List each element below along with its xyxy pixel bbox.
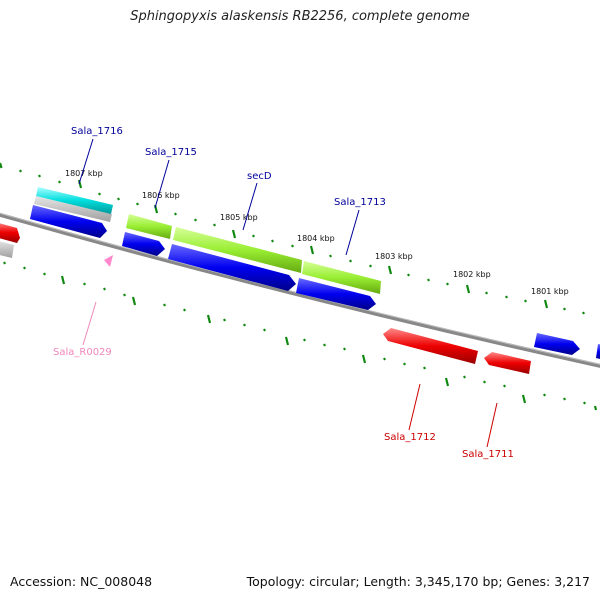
kbp-label: 1806 kbp	[142, 191, 180, 200]
feature-rna-sala-r0029[interactable]	[104, 255, 113, 267]
feature-cds-sala-1712[interactable]	[383, 328, 478, 364]
tick-ring-outer	[0, 162, 585, 315]
kbp-label: 1803 kbp	[375, 252, 413, 261]
kbp-label: 1805 kbp	[220, 213, 258, 222]
gene-label[interactable]: secD	[247, 171, 272, 182]
accession-text: Accession: NC_008048	[10, 574, 153, 589]
genome-stats-text: Topology: circular; Length: 3,345,170 bp…	[246, 574, 590, 589]
feature-cds-sala-1716[interactable]	[30, 205, 107, 238]
gene-label[interactable]: Sala_1716	[71, 126, 123, 137]
gene-label[interactable]: Sala_R0029	[53, 347, 112, 358]
tick-ring-inner	[3, 261, 598, 411]
feature-cds-secd[interactable]	[168, 244, 296, 291]
gene-label[interactable]: Sala_1713	[334, 197, 386, 208]
feature-gene-sala-1716[interactable]	[36, 187, 113, 214]
feature-cds-sala-1715[interactable]	[122, 232, 165, 256]
gene-label[interactable]: Sala_1712	[384, 432, 436, 443]
feature-cds-left-red[interactable]	[0, 222, 20, 243]
gene-labels: Sala_1716 Sala_1715 secD Sala_1713 Sala_…	[53, 126, 514, 460]
genome-backbone	[0, 212, 600, 368]
label-leaders	[78, 138, 498, 448]
feature-cds-sala-1711[interactable]	[484, 352, 531, 374]
feature-cds-right[interactable]	[534, 333, 580, 355]
feature-cds-edge[interactable]	[596, 344, 600, 360]
page-title: Sphingopyxis alaskensis RB2256, complete…	[130, 9, 470, 24]
gene-label[interactable]: Sala_1711	[462, 449, 514, 460]
kbp-label: 1802 kbp	[453, 270, 491, 279]
feature-orf-secd[interactable]	[173, 227, 302, 273]
kbp-labels: 1807 kbp 1806 kbp 1805 kbp 1804 kbp 1803…	[65, 169, 569, 296]
feature-cds-sala-1713[interactable]	[296, 278, 376, 310]
kbp-label: 1804 kbp	[297, 234, 335, 243]
feature-orf-sala-1715[interactable]	[126, 214, 172, 239]
feature-gene-grey	[0, 196, 112, 258]
feature-orf-sala-1713[interactable]	[302, 261, 381, 294]
kbp-label: 1801 kbp	[531, 287, 569, 296]
kbp-label: 1807 kbp	[65, 169, 103, 178]
gene-label[interactable]: Sala_1715	[145, 147, 197, 158]
